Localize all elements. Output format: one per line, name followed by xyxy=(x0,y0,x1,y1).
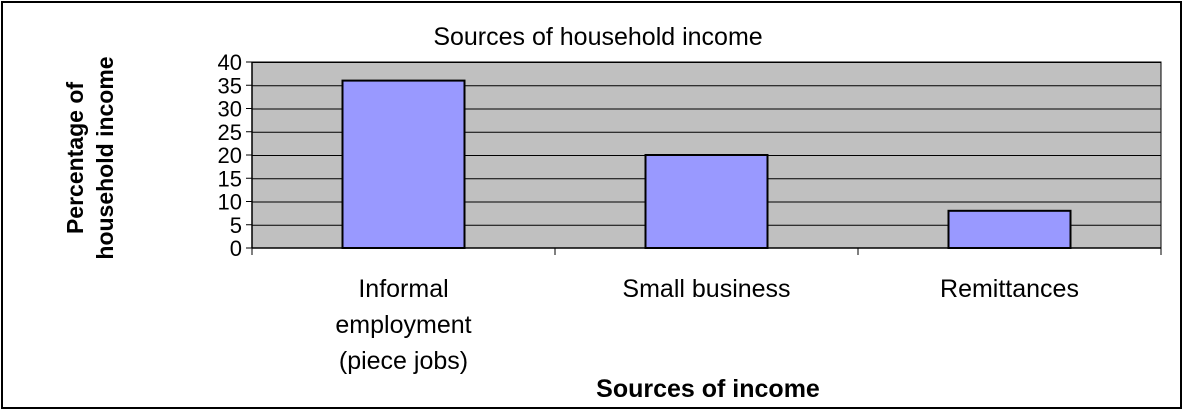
y-tick-label: 40 xyxy=(218,50,242,75)
axes xyxy=(246,61,1162,255)
x-category-label: (piece jobs) xyxy=(339,347,468,375)
y-axis-title-line-1: Percentage of xyxy=(62,82,88,234)
x-category-label: employment xyxy=(335,311,471,339)
x-category-label: Remittances xyxy=(940,275,1079,303)
bars xyxy=(341,79,1072,250)
y-tick-label: 35 xyxy=(218,73,242,98)
y-axis-title: Percentage of household income xyxy=(62,56,118,259)
x-category-label: Small business xyxy=(622,275,790,303)
y-tick-label: 15 xyxy=(218,166,242,191)
y-tick-label: 25 xyxy=(218,120,242,145)
y-tick-label: 10 xyxy=(218,190,242,215)
y-tick-label: 30 xyxy=(218,97,242,122)
y-tick-label: 5 xyxy=(230,213,242,238)
x-category-label: Informal xyxy=(358,275,448,303)
chart-title: Sources of household income xyxy=(433,23,762,51)
y-tick-label: 20 xyxy=(218,143,242,168)
bar xyxy=(947,209,1072,250)
bar xyxy=(341,79,466,249)
y-tick-label: 0 xyxy=(230,236,242,261)
bar xyxy=(644,154,769,249)
x-axis-title: Sources of income xyxy=(596,375,820,403)
y-axis-title-line-2: household income xyxy=(92,56,118,259)
x-category-labels: Informal employment (piece jobs) Small busi… xyxy=(335,275,1079,375)
